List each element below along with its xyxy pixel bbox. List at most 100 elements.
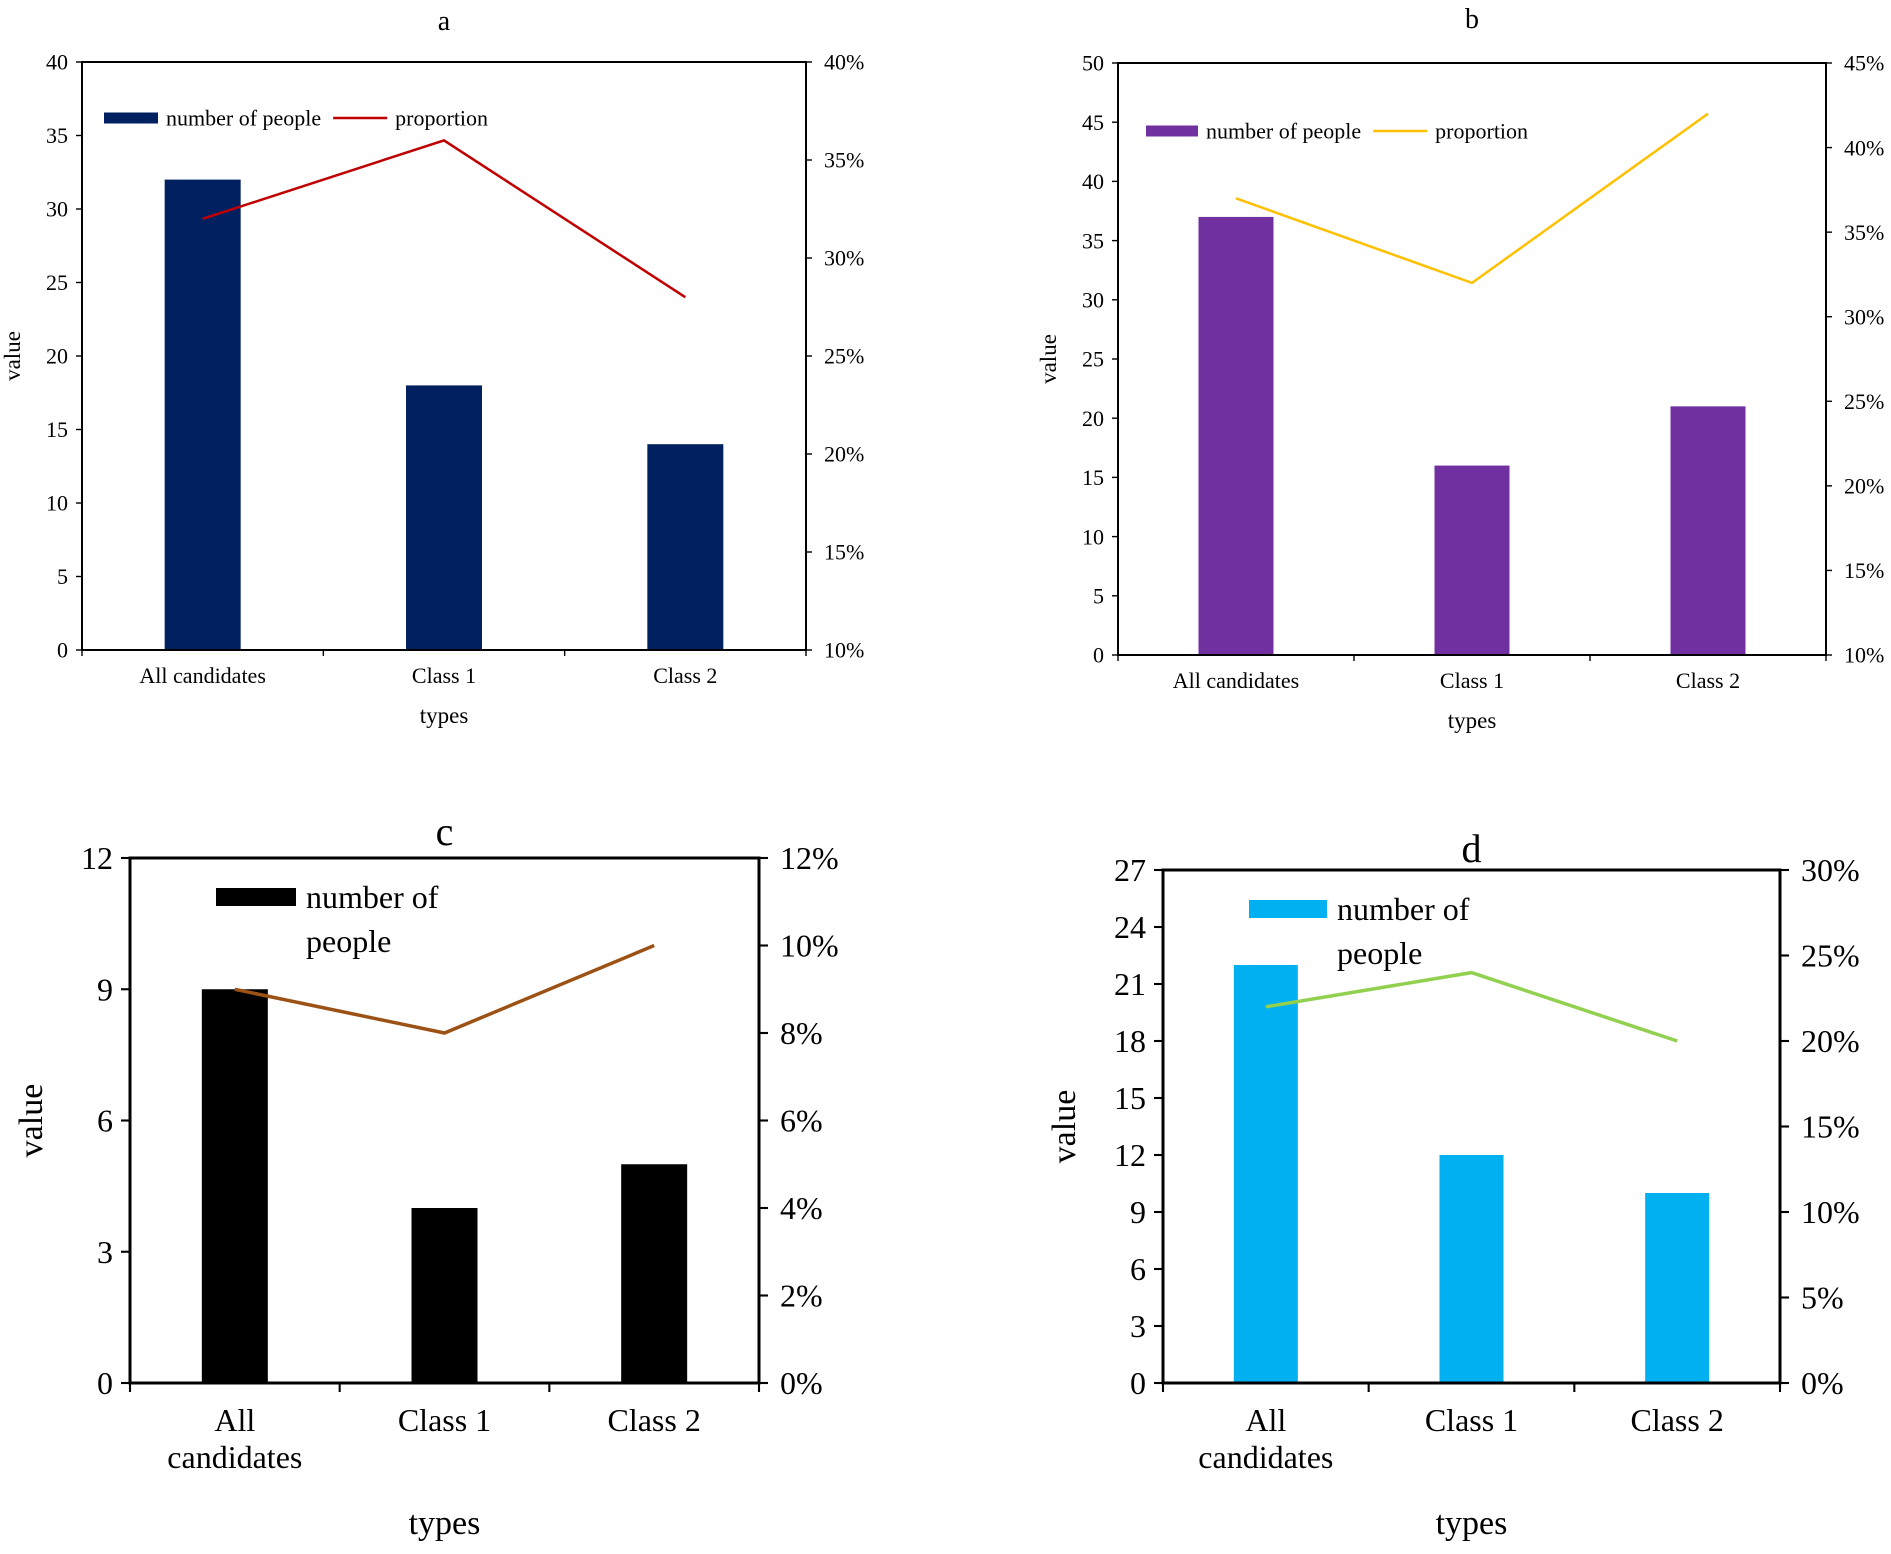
y-tick-label: 6 xyxy=(97,1103,113,1139)
x-tick-label: All candidates xyxy=(1173,668,1299,693)
y2-tick-label: 25% xyxy=(1844,389,1884,414)
proportion-line-c xyxy=(234,943,655,1035)
y-tick-label: 24 xyxy=(1114,909,1146,945)
legend-swatch-bars xyxy=(1146,125,1198,137)
y-tick-label: 40 xyxy=(1082,169,1104,194)
y2-tick-label: 35% xyxy=(1844,220,1884,245)
bar-a-2 xyxy=(647,444,724,650)
y-tick-label: 10 xyxy=(46,491,68,516)
x-tick-label: All candidates xyxy=(139,663,265,688)
y2-tick-label: 0% xyxy=(780,1365,823,1401)
y-tick-label: 45 xyxy=(1082,110,1104,135)
y-tick-label: 0 xyxy=(1093,643,1104,668)
y2-tick-label: 5% xyxy=(1801,1280,1844,1316)
x-tick-label: Class 2 xyxy=(653,663,717,688)
chart-panel-c: c 0 3 6 9 12 0% 2% 4% 6% 8% 10% 12% All candidates Clas… xyxy=(13,809,839,1542)
x-tick-label: Class 1 xyxy=(398,1402,491,1438)
x-axis-label: types xyxy=(420,703,469,728)
proportion-line-a xyxy=(202,139,686,299)
x-axis-label: types xyxy=(1436,1505,1508,1542)
y-tick-label: 20 xyxy=(1082,406,1104,431)
legend-label-line: proportion xyxy=(1435,118,1528,143)
y2-tick-label: 6% xyxy=(780,1103,823,1139)
legend: number of people xyxy=(216,879,439,959)
y-tick-label: 0 xyxy=(1130,1365,1146,1401)
y2-tick-label: 40% xyxy=(824,50,864,75)
y-tick-label: 50 xyxy=(1082,51,1104,76)
proportion-line-b xyxy=(1235,112,1709,285)
bar-c-2 xyxy=(621,1164,688,1383)
legend: number of people proportion xyxy=(1146,118,1528,143)
bar-b-0 xyxy=(1198,216,1274,656)
x-tick-label: Class 2 xyxy=(607,1402,700,1438)
y-tick-label: 15 xyxy=(1082,465,1104,490)
chart-title: b xyxy=(1465,4,1479,35)
legend-label-bars: number of people xyxy=(166,105,321,130)
y-tick-label: 6 xyxy=(1130,1251,1146,1287)
y-tick-label: 18 xyxy=(1114,1023,1146,1059)
y-tick-label: 27 xyxy=(1114,852,1146,888)
bar-d-0 xyxy=(1233,965,1298,1383)
y2-tick-label: 25% xyxy=(1801,938,1860,974)
y-tick-label: 15 xyxy=(46,417,68,442)
x-tick-label: All candidates xyxy=(1198,1402,1333,1475)
legend-swatch-bars xyxy=(216,888,296,906)
y2-tick-label: 0% xyxy=(1801,1365,1844,1401)
bar-b-2 xyxy=(1670,406,1746,655)
y-tick-label: 20 xyxy=(46,344,68,369)
x-axis-label: types xyxy=(1448,708,1497,733)
y-axis-label: value xyxy=(13,1084,50,1158)
y-tick-label: 35 xyxy=(1082,228,1104,253)
y2-tick-label: 30% xyxy=(824,246,864,271)
chart-panel-a: a 0 5 10 15 20 25 30 35 40 10% 15% 20% 25% 30% 35% 40% Al… xyxy=(0,6,864,728)
bar-a-1 xyxy=(406,385,482,650)
y-tick-label: 0 xyxy=(97,1365,113,1401)
x-axis-label: types xyxy=(409,1505,481,1542)
y-tick-label: 9 xyxy=(1130,1194,1146,1230)
y-tick-label: 5 xyxy=(1093,584,1104,609)
y-axis-label: value xyxy=(1036,334,1061,384)
y2-tick-label: 15% xyxy=(1844,558,1884,583)
y-tick-label: 3 xyxy=(97,1234,113,1270)
y-tick-label: 30 xyxy=(46,197,68,222)
y2-tick-label: 30% xyxy=(1844,304,1884,329)
y2-tick-label: 45% xyxy=(1844,51,1884,76)
proportion-line-d xyxy=(1265,970,1678,1043)
chart-panel-d: d 0 3 6 9 12 15 18 21 24 27 0% 5% 10% 15% 20% 25% 30% All c… xyxy=(1046,826,1860,1542)
legend-swatch-bars xyxy=(1249,900,1327,918)
y-tick-label: 10 xyxy=(1082,524,1104,549)
x-tick-label: Class 2 xyxy=(1676,668,1740,693)
y-tick-label: 12 xyxy=(1114,1137,1146,1173)
bar-c-0 xyxy=(201,989,268,1383)
y2-tick-label: 40% xyxy=(1844,135,1884,160)
y2-tick-label: 20% xyxy=(1801,1023,1860,1059)
x-tick-label: Class 1 xyxy=(1440,668,1504,693)
bar-c-1 xyxy=(411,1208,478,1383)
legend-swatch-bars xyxy=(104,112,158,124)
y2-tick-label: 2% xyxy=(780,1278,823,1314)
y2-tick-label: 8% xyxy=(780,1015,823,1051)
y-tick-label: 9 xyxy=(97,971,113,1007)
x-tick-label: Class 1 xyxy=(412,663,476,688)
legend: number of people xyxy=(1249,891,1470,971)
x-tick-label: Class 2 xyxy=(1630,1402,1723,1438)
y-tick-label: 0 xyxy=(57,638,68,663)
y-tick-label: 21 xyxy=(1114,966,1146,1002)
legend-label-bars: number of people xyxy=(1337,891,1470,971)
y2-tick-label: 35% xyxy=(824,148,864,173)
y2-tick-label: 20% xyxy=(824,442,864,467)
y-tick-label: 5 xyxy=(57,564,68,589)
bar-b-1 xyxy=(1434,465,1510,655)
y-tick-label: 25 xyxy=(46,270,68,295)
y2-tick-label: 15% xyxy=(824,540,864,565)
bar-d-1 xyxy=(1439,1155,1504,1383)
chart-title: a xyxy=(438,6,451,37)
y2-tick-label: 10% xyxy=(824,638,864,663)
y2-tick-label: 10% xyxy=(1844,643,1884,668)
y-tick-label: 35 xyxy=(46,123,68,148)
bar-d-2 xyxy=(1645,1193,1710,1383)
y-tick-label: 25 xyxy=(1082,347,1104,372)
y-axis-label: value xyxy=(1046,1090,1083,1164)
chart-title: c xyxy=(436,809,454,854)
